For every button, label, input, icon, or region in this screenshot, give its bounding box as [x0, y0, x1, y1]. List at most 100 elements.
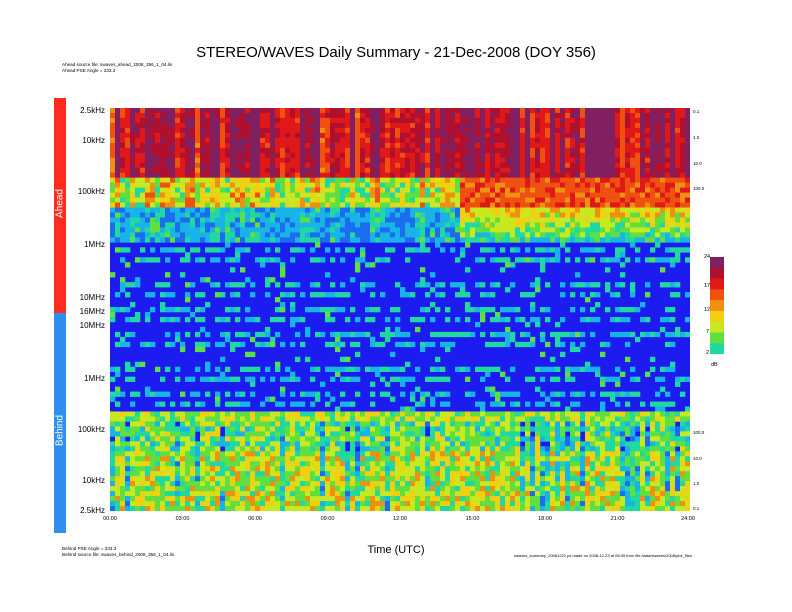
spectrogram-cell: [485, 307, 491, 313]
spectrogram-cell: [450, 237, 456, 243]
spectrogram-cell: [205, 207, 211, 213]
spectrogram-cell: [125, 122, 131, 129]
spectrogram-cell: [685, 108, 690, 114]
spectrogram-cell: [680, 167, 686, 173]
spectrogram-cell: [440, 391, 446, 397]
spectrogram-cell: [530, 108, 536, 114]
spectrogram-cell: [285, 142, 291, 149]
spectrogram-cell: [455, 122, 461, 129]
spectrogram-cell: [665, 162, 671, 169]
spectrogram-cell: [305, 167, 311, 173]
spectrogram-cell: [550, 247, 556, 253]
spectrogram-cell: [145, 132, 151, 139]
spectrogram-cell: [685, 132, 690, 139]
spectrogram-cell: [445, 232, 451, 238]
spectrogram-cell: [110, 366, 116, 372]
spectrogram-cell: [660, 406, 666, 412]
spectrogram-cell: [235, 232, 241, 238]
spectrogram-cell: [115, 227, 121, 233]
spectrogram-cell: [275, 232, 281, 238]
y-tick-ahead-3: 1MHz: [84, 240, 105, 249]
spectrogram-cell: [250, 132, 256, 139]
spectrogram-cell: [600, 172, 606, 178]
spectrogram-cell: [620, 172, 626, 178]
spectrogram-cell: [610, 132, 616, 139]
spectrogram-cell: [575, 152, 581, 159]
spectrogram-cell: [410, 192, 416, 198]
spectrogram-cell: [675, 167, 681, 173]
spectrogram-cell: [315, 237, 321, 243]
spectrogram-cell: [500, 421, 506, 427]
spectrogram-cell: [555, 227, 561, 233]
spectrogram-cell: [465, 292, 471, 298]
spectrogram-cell: [180, 147, 186, 154]
spectrogram-cell: [460, 192, 466, 198]
spectrogram-cell: [580, 192, 586, 198]
spectrogram-cell: [625, 202, 631, 208]
spectrogram-cell: [530, 122, 536, 129]
spectrogram-cell: [445, 227, 451, 233]
spectrogram-cell: [425, 197, 431, 203]
spectrogram-cell: [115, 386, 121, 392]
spectrogram-cell: [465, 152, 471, 159]
spectrogram-cell: [555, 137, 561, 144]
spectrogram-cell: [400, 431, 406, 437]
spectrogram-cell: [340, 227, 346, 233]
spectrogram-cell: [475, 152, 481, 159]
spectrogram-cell: [500, 108, 506, 114]
spectrogram-cell: [435, 172, 441, 178]
spectrogram-cell: [520, 316, 526, 323]
spectrogram-cell: [540, 212, 546, 218]
spectrogram-cell: [595, 162, 601, 169]
spectrogram-cell: [625, 108, 631, 114]
spectrogram-cell: [630, 112, 636, 119]
spectrogram-cell: [430, 416, 436, 422]
spectrogram-cell: [390, 331, 396, 338]
spectrogram-cell: [650, 197, 656, 203]
spectrogram-cell: [170, 411, 176, 417]
spectrogram-cell: [665, 232, 671, 238]
spectrogram-cell: [585, 441, 591, 447]
spectrogram-cell: [185, 108, 191, 114]
spectrogram-cell: [620, 262, 626, 268]
spectrogram-cell: [465, 207, 471, 213]
spectrogram-cell: [455, 187, 461, 193]
spectrogram-cell: [425, 108, 431, 114]
spectrogram-cell: [420, 436, 426, 442]
spectrogram-cell: [515, 446, 521, 452]
spectrogram-cell: [570, 436, 576, 442]
spectrogram-cell: [330, 282, 336, 288]
spectrogram-cell: [165, 217, 171, 223]
spectrogram-cell: [300, 162, 306, 169]
spectrogram-cell: [440, 282, 446, 288]
spectrogram-cell: [205, 391, 211, 397]
spectrogram-cell: [270, 167, 276, 173]
spectrogram-cell: [270, 217, 276, 223]
spectrogram-cell: [420, 441, 426, 447]
spectrogram-cell: [340, 147, 346, 154]
spectrogram-cell: [265, 431, 271, 437]
spectrogram-cell: [570, 192, 576, 198]
spectrogram-cell: [530, 212, 536, 218]
spectrogram-cell: [295, 247, 301, 253]
spectrogram-cell: [670, 162, 676, 169]
spectrogram-cell: [365, 112, 371, 119]
spectrogram-cell: [310, 446, 316, 452]
spectrogram-cell: [340, 167, 346, 173]
spectrogram-cell: [570, 157, 576, 164]
spectrogram-cell: [235, 292, 241, 298]
spectrogram-cell: [605, 287, 611, 293]
spectrogram-cell: [400, 108, 406, 114]
spectrogram-cell: [520, 187, 526, 193]
spectrogram-cell: [360, 152, 366, 159]
spectrogram-cell: [330, 431, 336, 437]
spectrogram-cell: [650, 187, 656, 193]
spectrogram-cell: [585, 222, 591, 228]
spectrogram-cell: [250, 222, 256, 228]
spectrogram-cell: [550, 366, 556, 372]
spectrogram-cell: [300, 212, 306, 218]
spectrogram-cell: [335, 307, 341, 313]
spectrogram-cell: [600, 192, 606, 198]
spectrogram-cell: [130, 108, 136, 114]
spectrogram-cell: [150, 416, 156, 422]
